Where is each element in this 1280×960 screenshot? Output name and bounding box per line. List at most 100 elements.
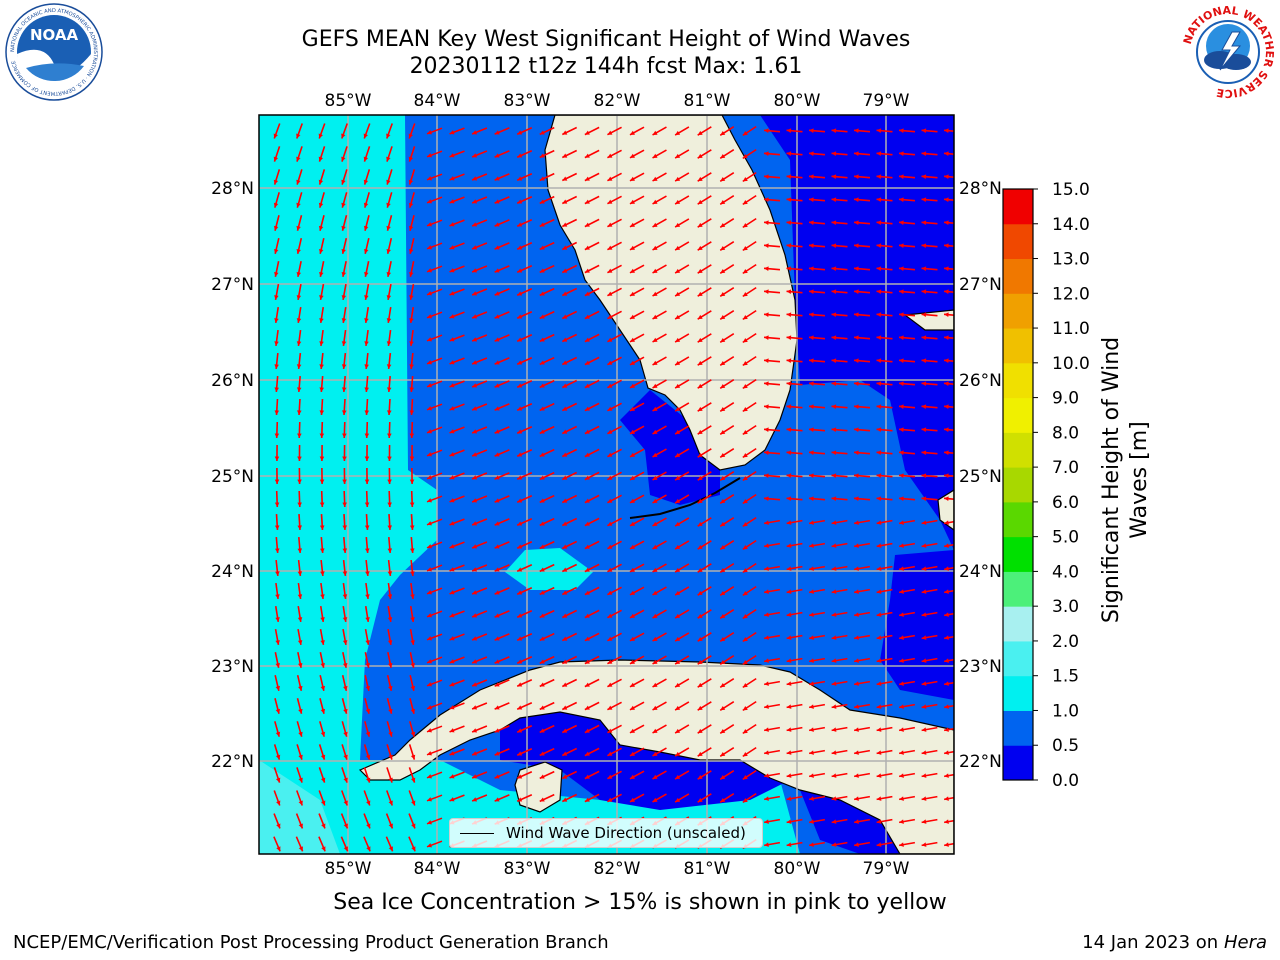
wind-wave-arrowhead: [899, 773, 904, 778]
wind-wave-arrowhead: [539, 176, 545, 181]
wind-wave-arrowhead: [319, 295, 324, 300]
wind-wave-arrowhead: [562, 682, 568, 687]
map-panel: [259, 115, 954, 854]
wind-wave-arrowhead: [876, 750, 882, 755]
wind-wave-arrowhead: [387, 456, 392, 461]
wind-wave-arrowhead: [298, 685, 303, 691]
wind-wave-arrowhead: [408, 133, 413, 139]
wind-wave-arrowhead: [720, 383, 726, 389]
wind-wave-arrowhead: [786, 289, 792, 294]
wind-wave-arrowhead: [742, 499, 748, 504]
wind-wave-arrowhead: [517, 590, 523, 595]
wind-wave-arrowhead: [427, 337, 432, 342]
wind-wave-arrowhead: [854, 312, 859, 317]
wind-wave-arrowhead: [629, 774, 635, 779]
wind-wave-arrowhead: [786, 243, 792, 248]
wind-wave-arrowhead: [876, 819, 882, 824]
wind-wave-arrowhead: [809, 727, 814, 732]
wind-wave-arrowhead: [899, 151, 904, 156]
wind-wave-arrowhead: [341, 387, 347, 392]
wind-wave-arrowhead: [297, 502, 302, 507]
wind-wave-arrowhead: [607, 705, 613, 710]
wind-wave-arrowhead: [472, 406, 478, 411]
wind-wave-arrowhead: [517, 199, 523, 204]
wind-wave-arrowhead: [607, 383, 613, 388]
wind-wave-arrowhead: [921, 543, 927, 548]
wind-wave-arrowhead: [584, 636, 590, 641]
wind-wave-arrowhead: [899, 727, 904, 732]
wind-wave-arrowhead: [742, 246, 748, 251]
wind-wave-arrowhead: [809, 220, 814, 225]
wind-wave-arrowhead: [584, 774, 590, 779]
colorbar-swatch: [1003, 536, 1033, 572]
lat-label: 23°N: [211, 657, 254, 677]
wind-wave-arrowhead: [831, 773, 837, 778]
wind-wave-arrowhead: [921, 266, 927, 271]
wind-wave-arrowhead: [584, 406, 590, 411]
wind-wave-arrowhead: [449, 360, 455, 365]
wind-wave-arrowhead: [494, 613, 500, 618]
wind-wave-arrowhead: [831, 704, 837, 709]
wind-wave-arrowhead: [629, 429, 635, 434]
wind-wave-arrowhead: [629, 452, 635, 457]
wind-wave-arrowhead: [831, 335, 837, 340]
wind-wave-arrowhead: [652, 475, 658, 480]
lon-label: 80°W: [774, 91, 821, 111]
wind-wave-arrowhead: [876, 635, 882, 640]
wind-wave-arrowhead: [921, 658, 927, 663]
wind-wave-arrowhead: [517, 452, 523, 457]
wind-wave-arrowhead: [427, 797, 432, 802]
wind-wave-arrowhead: [275, 617, 280, 622]
wind-wave-arrowhead: [319, 456, 325, 461]
wind-wave-arrowhead: [652, 705, 658, 710]
lon-label: 82°W: [594, 859, 641, 879]
wind-wave-arrowhead: [517, 268, 523, 273]
wind-wave-arrowhead: [494, 337, 500, 342]
wind-wave-arrowhead: [449, 774, 455, 779]
wind-wave-arrowhead: [562, 613, 568, 618]
wind-wave-arrowhead: [449, 659, 455, 664]
wind-wave-arrowhead: [342, 640, 348, 645]
wind-wave-arrowhead: [764, 842, 769, 847]
wind-wave-arrowhead: [386, 156, 391, 162]
wind-wave-arrowhead: [854, 381, 859, 386]
wind-wave-arrowhead: [472, 245, 478, 250]
wind-wave-arrowhead: [365, 571, 370, 576]
wind-wave-arrowhead: [675, 797, 681, 803]
colorbar-swatch: [1003, 606, 1033, 642]
wind-wave-arrowhead: [318, 225, 324, 231]
wind-wave-arrowhead: [720, 406, 726, 412]
wind-wave-arrowhead: [539, 613, 545, 618]
wind-wave-arrowhead: [876, 450, 882, 455]
wind-wave-arrowhead: [319, 479, 325, 484]
wind-wave-arrowhead: [720, 291, 726, 297]
wind-wave-arrowhead: [899, 566, 904, 571]
wind-wave-arrowhead: [809, 658, 814, 663]
wind-wave-arrowhead: [494, 268, 500, 273]
wind-wave-arrowhead: [298, 754, 303, 760]
wind-wave-arrowhead: [562, 268, 568, 273]
wind-wave-arrowhead: [297, 479, 302, 484]
wind-wave-arrowhead: [786, 151, 792, 156]
wind-wave-arrowhead: [539, 521, 545, 526]
wind-wave-arrowhead: [539, 153, 545, 158]
wind-wave-arrowhead: [697, 636, 703, 642]
wind-wave-arrowhead: [607, 567, 613, 572]
wind-wave-arrowhead: [675, 682, 681, 688]
wind-wave-arrowhead: [517, 291, 523, 296]
wind-wave-arrowhead: [944, 335, 949, 340]
wind-wave-arrowhead: [720, 314, 726, 320]
lat-labels-right: 28°N 27°N 26°N 25°N 24°N 23°N 22°N: [959, 179, 1002, 772]
wind-wave-arrowhead: [539, 705, 545, 710]
wind-wave-arrowhead: [629, 268, 635, 273]
wind-wave-arrowhead: [764, 358, 769, 363]
wind-wave-arrowhead: [449, 682, 455, 687]
wind-wave-arrowhead: [341, 202, 346, 208]
wind-wave-arrowhead: [296, 364, 302, 369]
wind-wave-arrowhead: [742, 729, 748, 734]
wind-wave-arrowhead: [296, 179, 301, 185]
wind-wave-arrowhead: [409, 387, 414, 392]
wind-wave-arrowhead: [539, 291, 545, 296]
wind-wave-arrowhead: [786, 796, 792, 801]
wind-wave-arrowhead: [517, 360, 523, 365]
